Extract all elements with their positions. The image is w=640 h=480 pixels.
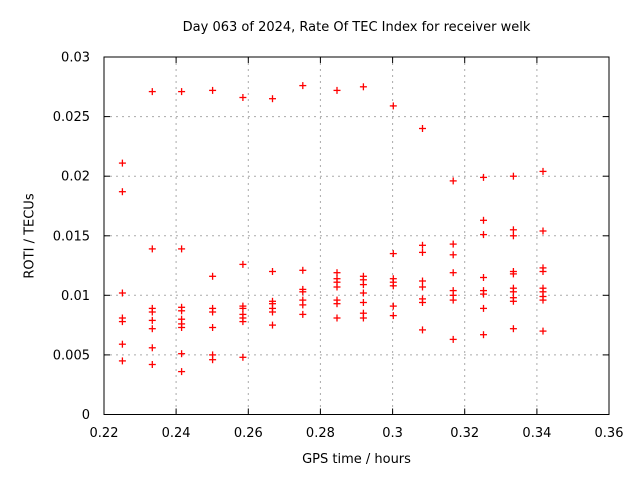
x-tick-label: 0.28 (306, 426, 335, 441)
x-tick-label: 0.26 (234, 426, 263, 441)
chart-title: Day 063 of 2024, Rate Of TEC Index for r… (182, 20, 531, 35)
y-tick-label: 0.025 (53, 110, 90, 125)
y-axis-label: ROTI / TECUs (22, 193, 38, 279)
x-tick-label: 0.24 (162, 426, 191, 441)
y-tick-label: 0.01 (61, 289, 90, 304)
x-tick-label: 0.3 (382, 426, 403, 441)
x-tick-label: 0.32 (450, 426, 479, 441)
y-tick-label: 0.03 (61, 51, 90, 66)
x-tick-label: 0.34 (522, 426, 551, 441)
x-tick-label: 0.36 (595, 426, 624, 441)
y-tick-label: 0.015 (53, 229, 90, 244)
x-tick-label: 0.22 (90, 426, 119, 441)
y-tick-label: 0.02 (61, 170, 90, 185)
x-axis-label: GPS time / hours (302, 452, 411, 467)
y-tick-label: 0.005 (53, 348, 90, 363)
y-tick-label: 0 (82, 408, 90, 423)
